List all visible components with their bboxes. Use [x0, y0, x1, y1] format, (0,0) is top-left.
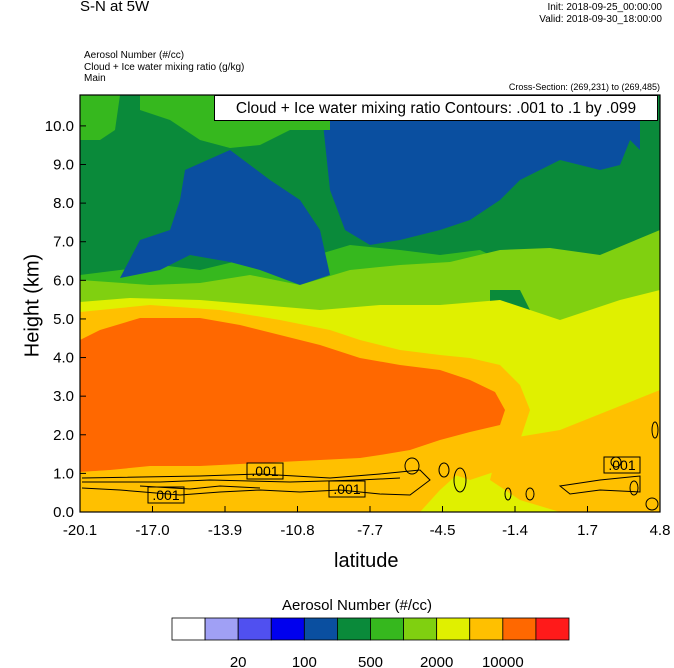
- y-tick-label: 3.0: [53, 388, 74, 405]
- x-tick-label: -13.9: [208, 522, 242, 539]
- x-tick-label: -4.5: [430, 522, 456, 539]
- y-tick-label: 4.0: [53, 350, 74, 367]
- colorbar-tick-label: 20: [230, 654, 247, 668]
- y-tick-label: 5.0: [53, 311, 74, 328]
- colorbar-swatch: [535, 617, 570, 641]
- colorbar-swatch: [403, 617, 438, 641]
- y-tick-label: 7.0: [53, 234, 74, 251]
- contour-labels: .001 .001 .001 .001: [147, 456, 641, 504]
- colorbar-swatch: [436, 617, 471, 641]
- colorbar-swatch: [469, 617, 504, 641]
- y-tick-label: 10.0: [45, 118, 74, 135]
- contour-label: .001: [608, 457, 635, 473]
- colorbar-labels: 20 100 500 2000 10000: [230, 654, 524, 668]
- x-tick-label: -7.7: [357, 522, 383, 539]
- contour-label: .001: [333, 481, 360, 497]
- field-name-cloud: Cloud + Ice water mixing ratio (g/kg): [84, 62, 245, 73]
- y-tick-label: 9.0: [53, 157, 74, 174]
- colorbar-swatch: [204, 617, 239, 641]
- y-tick-label: 8.0: [53, 195, 74, 212]
- y-tick-label: 6.0: [53, 272, 74, 289]
- heatmap-field: [80, 95, 660, 512]
- field-name-main: Main: [84, 73, 106, 84]
- x-tick-label: 4.8: [650, 522, 671, 539]
- colorbar-swatch: [502, 617, 537, 641]
- cross-section-label: Cross-Section: (269,231) to (269,485): [508, 82, 660, 92]
- colorbar-swatch: [303, 617, 338, 641]
- colorbar-tick-label: 10000: [482, 654, 524, 668]
- x-tick-label: -1.4: [502, 522, 528, 539]
- contour-label: .001: [152, 487, 179, 503]
- colorbar-swatch: [270, 617, 305, 641]
- y-axis: 0.0 1.0 2.0 3.0 4.0 5.0 6.0 7.0 8.0 9.0 10.0: [45, 118, 86, 521]
- contour-label: .001: [251, 463, 278, 479]
- y-axis-label: Height (km): [21, 253, 44, 358]
- colorbar-swatch: [237, 617, 272, 641]
- chart-title: S-N at 5W: [80, 0, 150, 15]
- x-tick-label: 1.7: [577, 522, 598, 539]
- colorbar-title: Aerosol Number (#/cc): [282, 597, 433, 614]
- x-tick-label: -10.8: [280, 522, 314, 539]
- y-tick-label: 0.0: [53, 504, 74, 521]
- field-name-aerosol: Aerosol Number (#/cc): [84, 50, 185, 61]
- valid-time: Valid: 2018-09-30_18:00:00: [539, 14, 662, 25]
- colorbar-tick-label: 500: [358, 654, 383, 668]
- y-tick-label: 2.0: [53, 427, 74, 444]
- colorbar-tick-label: 100: [292, 654, 317, 668]
- colorbar: [171, 617, 570, 641]
- x-axis: -20.1 -17.0 -13.9 -10.8 -7.7 -4.5 -1.4 1.7 4.8: [63, 506, 671, 539]
- x-tick-label: -20.1: [63, 522, 97, 539]
- colorbar-swatch: [171, 617, 206, 641]
- x-tick-label: -17.0: [135, 522, 169, 539]
- colorbar-swatch: [370, 617, 404, 641]
- y-tick-label: 1.0: [53, 465, 74, 482]
- contour-info-box: Cloud + Ice water mixing ratio Contours:…: [214, 95, 658, 121]
- init-time: Init: 2018-09-25_00:00:00: [547, 2, 662, 13]
- time-info: Init: 2018-09-25_00:00:00 Valid: 2018-09…: [539, 2, 662, 26]
- colorbar-swatch: [337, 617, 371, 641]
- x-axis-label: latitude: [334, 550, 399, 572]
- colorbar-tick-label: 2000: [420, 654, 453, 668]
